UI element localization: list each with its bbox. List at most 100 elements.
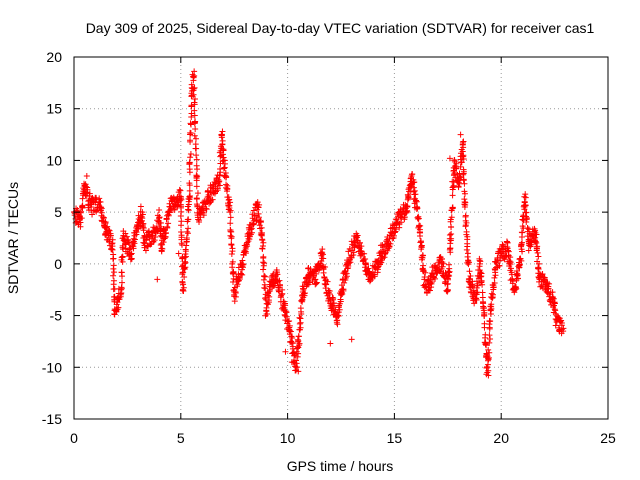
data-point: [191, 132, 198, 139]
data-point: [295, 350, 302, 357]
data-point: [107, 232, 114, 239]
data-point: [193, 152, 200, 159]
data-point: [193, 177, 200, 184]
data-point: [297, 315, 304, 322]
data-point: [318, 250, 325, 257]
data-point: [191, 112, 198, 119]
data-point: [461, 180, 468, 187]
data-point: [552, 322, 559, 329]
data-point: [78, 215, 85, 222]
data-point: [227, 214, 234, 221]
data-point: [219, 141, 226, 148]
data-point: [140, 224, 147, 231]
data-point: [418, 244, 425, 251]
data-point: [438, 260, 445, 267]
data-point: [299, 298, 306, 305]
data-point: [231, 298, 238, 305]
data-point: [160, 239, 167, 246]
data-point: [414, 204, 421, 211]
data-point: [192, 118, 199, 125]
data-point: [448, 223, 455, 230]
data-point: [350, 249, 357, 256]
data-point: [191, 95, 198, 102]
data-point: [79, 202, 86, 209]
data-point: [286, 328, 293, 335]
data-point: [422, 269, 429, 276]
x-tick-label: 20: [493, 430, 509, 446]
data-point: [104, 223, 111, 230]
data-point: [118, 254, 125, 261]
data-point: [384, 240, 391, 247]
data-point: [362, 260, 369, 267]
data-point: [525, 240, 532, 247]
data-point: [163, 216, 170, 223]
data-point: [391, 224, 398, 231]
data-point: [226, 196, 233, 203]
data-point: [472, 297, 479, 304]
data-point: [372, 266, 379, 273]
data-point: [451, 157, 458, 164]
data-point: [98, 209, 105, 216]
data-point: [188, 102, 195, 109]
data-point: [485, 346, 492, 353]
data-point: [187, 129, 194, 136]
data-point: [533, 245, 540, 252]
data-point: [296, 340, 303, 347]
data-point: [522, 191, 529, 198]
data-point: [190, 74, 197, 81]
data-point: [418, 239, 425, 246]
data-point: [394, 219, 401, 226]
data-point: [158, 245, 165, 252]
data-point: [186, 193, 193, 200]
data-point: [552, 307, 559, 314]
data-point: [193, 195, 200, 202]
data-point: [259, 245, 266, 252]
data-point: [139, 209, 146, 216]
data-point: [96, 198, 103, 205]
data-point: [341, 279, 348, 286]
data-point: [464, 250, 471, 257]
data-point: [327, 297, 334, 304]
data-point: [178, 222, 185, 229]
data-point: [546, 280, 553, 287]
data-point: [286, 322, 293, 329]
data-point: [408, 172, 415, 179]
data-point: [258, 229, 265, 236]
data-point: [485, 354, 492, 361]
data-point: [128, 255, 135, 262]
data-point: [183, 234, 190, 241]
data-point: [156, 207, 163, 214]
data-point: [417, 222, 424, 229]
data-point: [177, 197, 184, 204]
data-point: [549, 297, 556, 304]
data-point: [200, 209, 207, 216]
data-point: [313, 280, 320, 287]
data-point: [109, 240, 116, 247]
data-point: [180, 269, 187, 276]
data-point: [491, 274, 498, 281]
y-tick-label: -10: [42, 359, 62, 375]
x-tick-label: 10: [280, 430, 296, 446]
data-point: [445, 261, 452, 268]
data-point: [428, 278, 435, 285]
data-point: [362, 255, 369, 262]
data-point: [267, 281, 274, 288]
y-tick-label: 5: [54, 204, 62, 220]
data-point: [162, 229, 169, 236]
data-point: [286, 317, 293, 324]
data-point: [449, 204, 456, 211]
data-point: [352, 235, 359, 241]
data-point: [189, 71, 196, 78]
data-point: [397, 214, 404, 221]
data-point: [280, 302, 287, 309]
data-point: [224, 185, 231, 192]
data-point: [119, 244, 126, 251]
data-point: [176, 186, 183, 193]
data-point: [137, 203, 144, 210]
data-point: [178, 236, 185, 243]
data-point: [261, 272, 268, 279]
data-point: [259, 236, 266, 243]
data-point: [255, 214, 262, 221]
data-point: [323, 281, 330, 288]
data-point: [477, 269, 484, 276]
